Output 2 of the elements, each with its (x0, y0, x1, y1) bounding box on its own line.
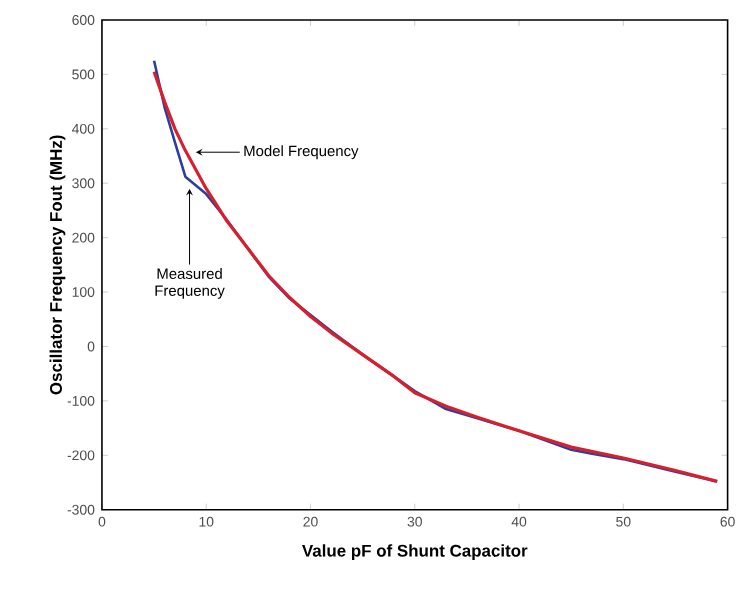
x-axis-title: Value pF of Shunt Capacitor (302, 544, 528, 561)
y-axis-title: Oscillator Frequency Fout (MHz) (49, 135, 66, 395)
